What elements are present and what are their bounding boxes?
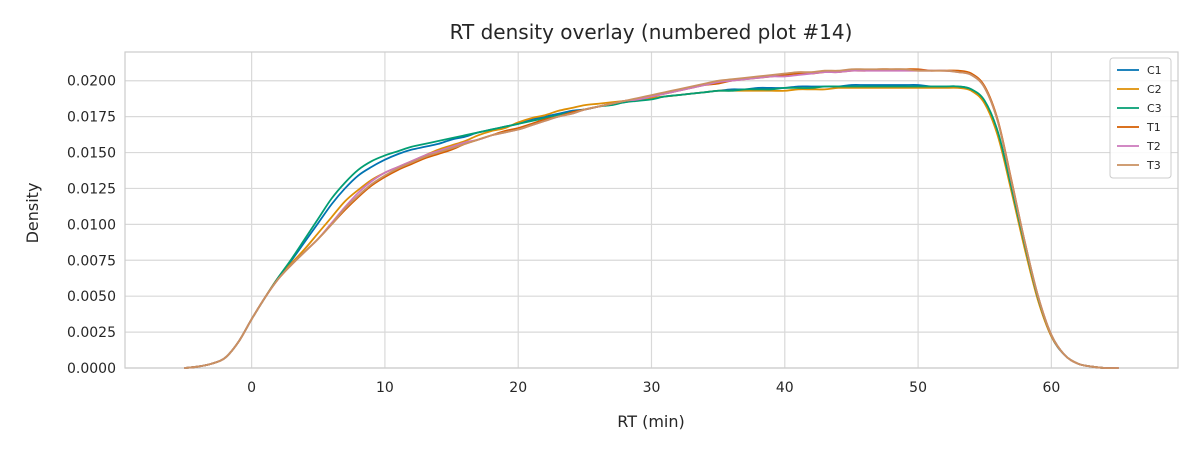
y-tick-label: 0.0025 xyxy=(67,325,116,341)
x-tick-label: 30 xyxy=(643,380,661,396)
x-axis-title: RT (min) xyxy=(617,412,684,431)
legend-label-t3: T3 xyxy=(1146,159,1161,172)
legend-label-c2: C2 xyxy=(1147,83,1162,96)
y-tick-label: 0.0200 xyxy=(67,74,116,90)
plot-area xyxy=(124,51,1179,369)
legend-label-c3: C3 xyxy=(1147,102,1162,115)
x-tick-label: 50 xyxy=(909,380,927,396)
y-tick-label: 0.0125 xyxy=(67,181,116,197)
chart-title: RT density overlay (numbered plot #14) xyxy=(450,20,853,44)
x-tick-label: 60 xyxy=(1042,380,1060,396)
y-tick-label: 0.0075 xyxy=(67,253,116,269)
legend: C1 C2 C3 T1 T2 T3 xyxy=(1109,57,1172,179)
series-line-c3 xyxy=(184,85,1119,370)
legend-box xyxy=(1109,57,1172,179)
y-tick-label: 0.0000 xyxy=(67,361,116,377)
legend-label-c1: C1 xyxy=(1147,64,1162,77)
y-axis-ticks: 0.0000 0.0025 0.0050 0.0075 0.0100 0.0125 0.01… xyxy=(67,74,116,377)
series-line-c2 xyxy=(184,86,1119,370)
x-tick-label: 0 xyxy=(247,380,256,396)
y-tick-label: 0.0175 xyxy=(67,110,116,126)
series-line-t3 xyxy=(184,68,1119,370)
y-tick-label: 0.0150 xyxy=(67,146,116,162)
y-tick-label: 0.0100 xyxy=(67,217,116,233)
x-tick-label: 40 xyxy=(776,380,794,396)
y-axis-title: Density xyxy=(23,183,42,244)
y-tick-label: 0.0050 xyxy=(67,289,116,305)
series-lines xyxy=(184,68,1119,370)
x-tick-label: 10 xyxy=(376,380,394,396)
legend-label-t1: T1 xyxy=(1146,121,1161,134)
legend-label-t2: T2 xyxy=(1146,140,1161,153)
x-axis-ticks: 0 10 20 30 40 50 60 xyxy=(247,380,1060,396)
x-tick-label: 20 xyxy=(509,380,527,396)
